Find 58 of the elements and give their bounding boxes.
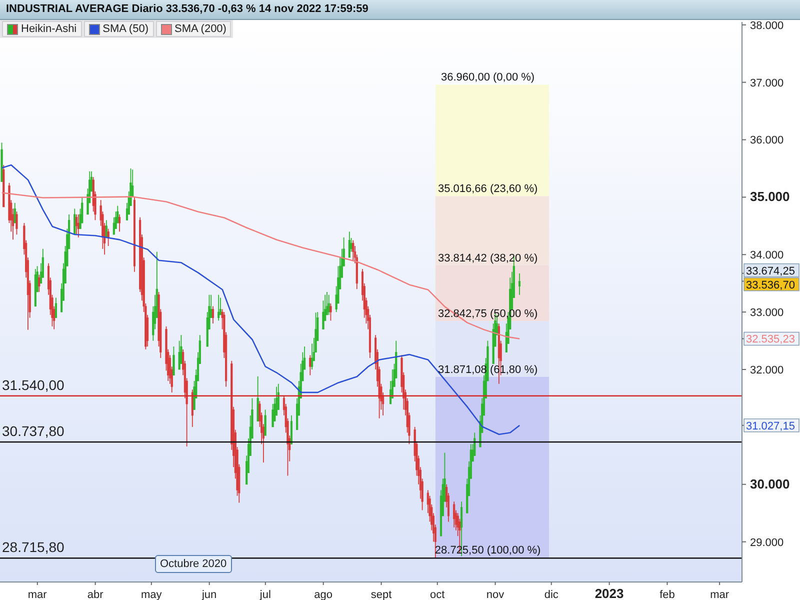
y-tick-label: 31.027,15 bbox=[746, 420, 795, 432]
y-tick-label: 33.536,70 bbox=[746, 279, 795, 292]
candlestick bbox=[54, 297, 58, 318]
y-tick-label: 35.000 bbox=[750, 189, 790, 204]
y-tick-label: 29.000 bbox=[750, 536, 784, 549]
candlestick bbox=[77, 214, 80, 238]
candlestick bbox=[172, 346, 175, 376]
y-tick-label: 32.535,23 bbox=[746, 334, 795, 346]
x-tick-label: dic bbox=[544, 589, 559, 600]
candlestick bbox=[74, 208, 76, 235]
candlestick bbox=[290, 414, 293, 445]
y-tick-label: 30.000 bbox=[750, 476, 790, 492]
candlestick bbox=[453, 501, 456, 528]
ref-line-label: 30.737,80 bbox=[2, 422, 64, 439]
ref-line-label: 28.715,80 bbox=[2, 539, 64, 556]
y-tick-label: 36.000 bbox=[750, 134, 784, 147]
candlestick bbox=[264, 409, 266, 436]
legend-label: Heikin-Ashi bbox=[21, 23, 77, 35]
candlestick bbox=[330, 302, 332, 322]
candlestick bbox=[14, 202, 16, 224]
candlestick bbox=[352, 240, 354, 261]
y-tick-label: 32.000 bbox=[750, 364, 784, 376]
legend-label: SMA (50) bbox=[102, 23, 148, 35]
y-tick-label: 38.000 bbox=[750, 20, 784, 32]
candlestick bbox=[212, 306, 214, 324]
x-tick-label: mar bbox=[710, 589, 730, 600]
x-tick-label: abr bbox=[87, 589, 104, 600]
candlestick bbox=[272, 404, 274, 428]
candlestick bbox=[118, 214, 121, 232]
x-tick-label: mar bbox=[28, 589, 48, 600]
candlestick bbox=[191, 389, 194, 428]
x-tick-label: oct bbox=[430, 589, 445, 600]
y-tick-label: 34.000 bbox=[750, 250, 784, 262]
chart-title: INDUSTRIAL AVERAGE Diario 33.536,70 -0,63 % 14 nov 2022 17:59:59 bbox=[6, 3, 368, 15]
ref-line-label: 31.540,00 bbox=[2, 376, 64, 393]
y-tick-label: 33.674,25 bbox=[746, 265, 795, 278]
candlestick bbox=[107, 228, 110, 246]
candlestick bbox=[16, 211, 18, 235]
x-tick-label: may bbox=[141, 589, 162, 600]
x-tick-label: jun bbox=[200, 589, 217, 600]
x-tick-label: feb bbox=[660, 589, 675, 600]
candlestick bbox=[256, 376, 259, 422]
x-tick-label: sept bbox=[370, 589, 392, 600]
candlestick bbox=[518, 272, 521, 296]
candlestick bbox=[218, 294, 220, 322]
annotation: 36.960,00 (0,00 %) bbox=[441, 72, 535, 84]
candlestick bbox=[38, 274, 40, 292]
legend-label: SMA (200) bbox=[174, 23, 226, 35]
y-tick-label: 37.000 bbox=[750, 77, 784, 90]
x-tick-label: jul bbox=[258, 589, 271, 600]
x-tick-label: nov bbox=[486, 589, 505, 600]
x-tick-label: 2023 bbox=[594, 586, 624, 600]
annotation: 35.016,66 (23,60 %) bbox=[438, 183, 538, 196]
y-tick-label: 33.000 bbox=[750, 307, 784, 320]
candlestick bbox=[348, 231, 350, 258]
x-tick-label: ago bbox=[314, 589, 333, 600]
candlestick bbox=[309, 354, 312, 376]
annotation: Octubre 2020 bbox=[155, 555, 232, 573]
